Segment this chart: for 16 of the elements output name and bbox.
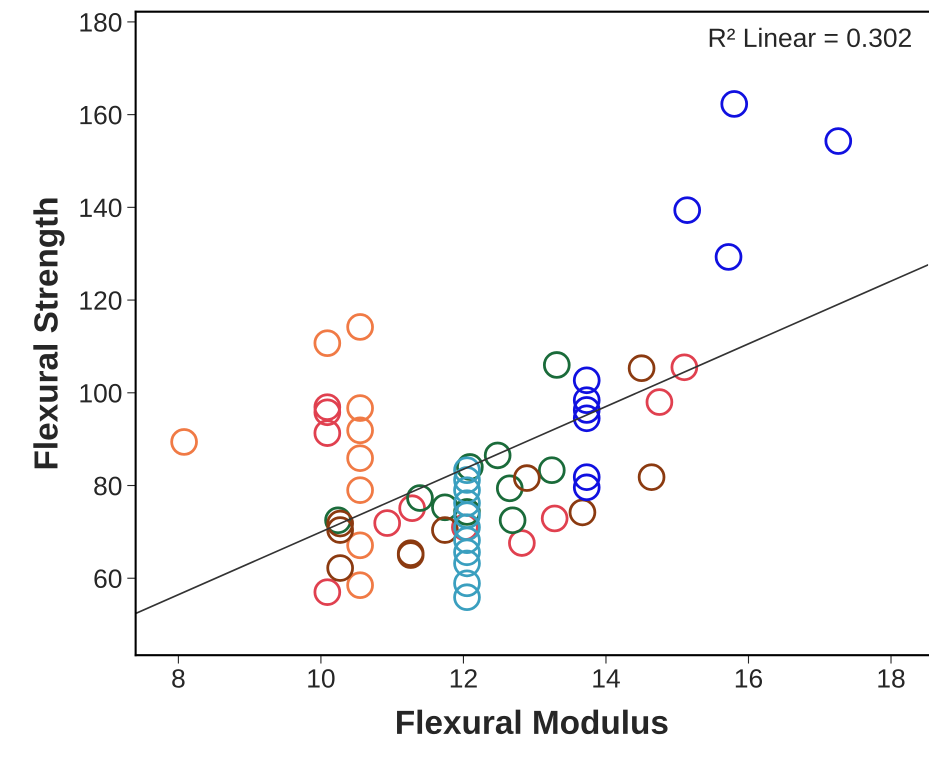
x-tick-label: 8 <box>172 669 185 688</box>
annotation: R² Linear = 0.302 <box>710 28 911 48</box>
y-tick-label: 80 <box>94 476 122 496</box>
x-tick-label: 18 <box>878 669 905 688</box>
y-tick-label: 140 <box>80 198 122 218</box>
y-tick-label: 100 <box>80 384 122 403</box>
x-tick-label: 10 <box>308 669 335 688</box>
x-tick-label: 12 <box>450 669 477 688</box>
x-tick-label: 16 <box>736 669 762 688</box>
x-tick-label: 14 <box>593 669 620 688</box>
x-axis-title: Flexural Modulus <box>397 710 668 734</box>
y-tick-label: 120 <box>80 291 122 310</box>
y-tick-label: 160 <box>80 106 122 124</box>
y-axis-title: Flexural Strength <box>33 198 65 468</box>
y-tick-label: 60 <box>94 569 122 588</box>
y-tick-label: 180 <box>80 13 122 32</box>
